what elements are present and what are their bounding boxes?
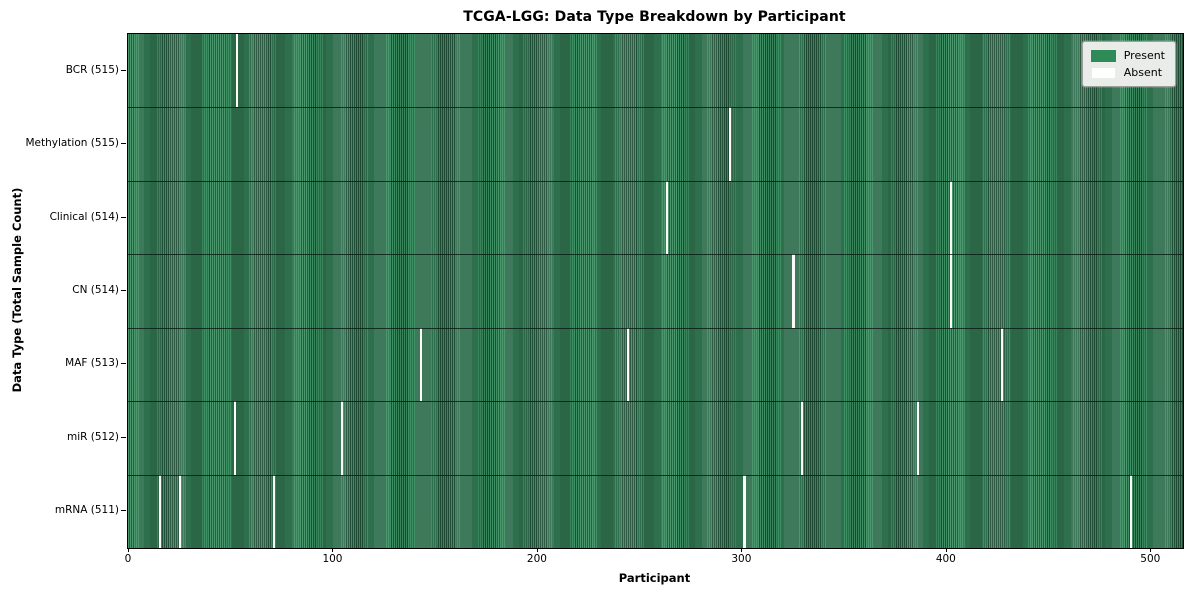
x-tick-mark bbox=[332, 548, 334, 552]
y-tick-label-clinical: Clinical (514) bbox=[49, 210, 119, 223]
absent-marker bbox=[743, 474, 746, 548]
x-tick-mark bbox=[536, 548, 538, 552]
absent-marker bbox=[420, 327, 423, 402]
heatmap-row-bcr bbox=[128, 34, 1183, 108]
y-tick-label-methylation: Methylation (515) bbox=[25, 137, 119, 150]
absent-marker bbox=[273, 474, 276, 548]
legend-label-present: Present bbox=[1123, 49, 1165, 62]
x-tick-label-100: 100 bbox=[322, 553, 343, 565]
x-tick-label-500: 500 bbox=[1140, 553, 1161, 565]
heatmap-row-cn bbox=[128, 254, 1183, 328]
x-tick-label-200: 200 bbox=[526, 553, 547, 565]
y-tick-label-mir: miR (512) bbox=[66, 430, 119, 443]
row-divider bbox=[128, 254, 1183, 256]
absent-marker bbox=[158, 474, 161, 548]
absent-marker bbox=[1129, 474, 1132, 548]
row-divider bbox=[128, 401, 1183, 403]
absent-marker bbox=[949, 180, 953, 255]
legend: Present Absent bbox=[1081, 41, 1176, 87]
absent-marker bbox=[792, 254, 795, 328]
x-tick-mark bbox=[741, 548, 743, 552]
y-tick-label-maf: MAF (513) bbox=[65, 357, 119, 370]
x-tick-label-400: 400 bbox=[935, 553, 956, 565]
absent-marker bbox=[917, 401, 920, 475]
y-tick-label-cn: CN (514) bbox=[72, 284, 119, 296]
y-axis-title: Data Type (Total Sample Count) bbox=[10, 187, 24, 393]
chart-title: TCGA-LGG: Data Type Breakdown by Partici… bbox=[463, 9, 846, 25]
absent-marker bbox=[236, 34, 239, 108]
row-divider bbox=[128, 327, 1183, 329]
heatmap-row-mrna bbox=[128, 474, 1183, 548]
y-tick-mark bbox=[121, 216, 126, 218]
heatmap-row-clinical bbox=[128, 180, 1183, 255]
legend-item-absent: Absent bbox=[1090, 64, 1165, 81]
heatmap-row-methylation bbox=[128, 107, 1183, 181]
heatmap-row-maf bbox=[128, 327, 1183, 402]
absent-marker bbox=[626, 327, 629, 402]
absent-marker bbox=[665, 180, 668, 255]
row-divider bbox=[128, 180, 1183, 182]
legend-item-present: Present bbox=[1090, 47, 1165, 64]
absent-marker bbox=[179, 474, 182, 548]
absent-marker bbox=[949, 254, 953, 328]
absent-marker bbox=[800, 401, 803, 475]
absent-swatch-icon bbox=[1090, 66, 1116, 79]
x-tick-label-300: 300 bbox=[731, 553, 752, 565]
absent-marker bbox=[340, 401, 343, 475]
x-tick-mark bbox=[945, 548, 947, 552]
x-tick-mark bbox=[1150, 548, 1152, 552]
y-tick-label-mrna: mRNA (511) bbox=[54, 504, 119, 517]
y-tick-mark bbox=[121, 436, 126, 438]
y-tick-mark bbox=[121, 510, 126, 512]
present-swatch-icon bbox=[1090, 49, 1116, 62]
y-tick-mark bbox=[121, 290, 126, 291]
row-divider bbox=[128, 474, 1183, 476]
y-tick-mark bbox=[121, 363, 126, 365]
absent-marker bbox=[234, 401, 237, 475]
row-divider bbox=[128, 107, 1183, 109]
x-axis-title: Participant bbox=[618, 571, 691, 585]
absent-marker bbox=[729, 107, 732, 181]
plot-area: Present Absent bbox=[127, 33, 1184, 549]
heatmap-row-mir bbox=[128, 401, 1183, 475]
x-tick-mark bbox=[128, 548, 130, 552]
absent-marker bbox=[1000, 327, 1004, 402]
y-tick-mark bbox=[121, 69, 126, 71]
x-tick-label-0: 0 bbox=[124, 553, 132, 565]
y-tick-label-bcr: BCR (515) bbox=[65, 63, 119, 76]
legend-label-absent: Absent bbox=[1123, 66, 1163, 79]
y-tick-mark bbox=[121, 143, 126, 145]
